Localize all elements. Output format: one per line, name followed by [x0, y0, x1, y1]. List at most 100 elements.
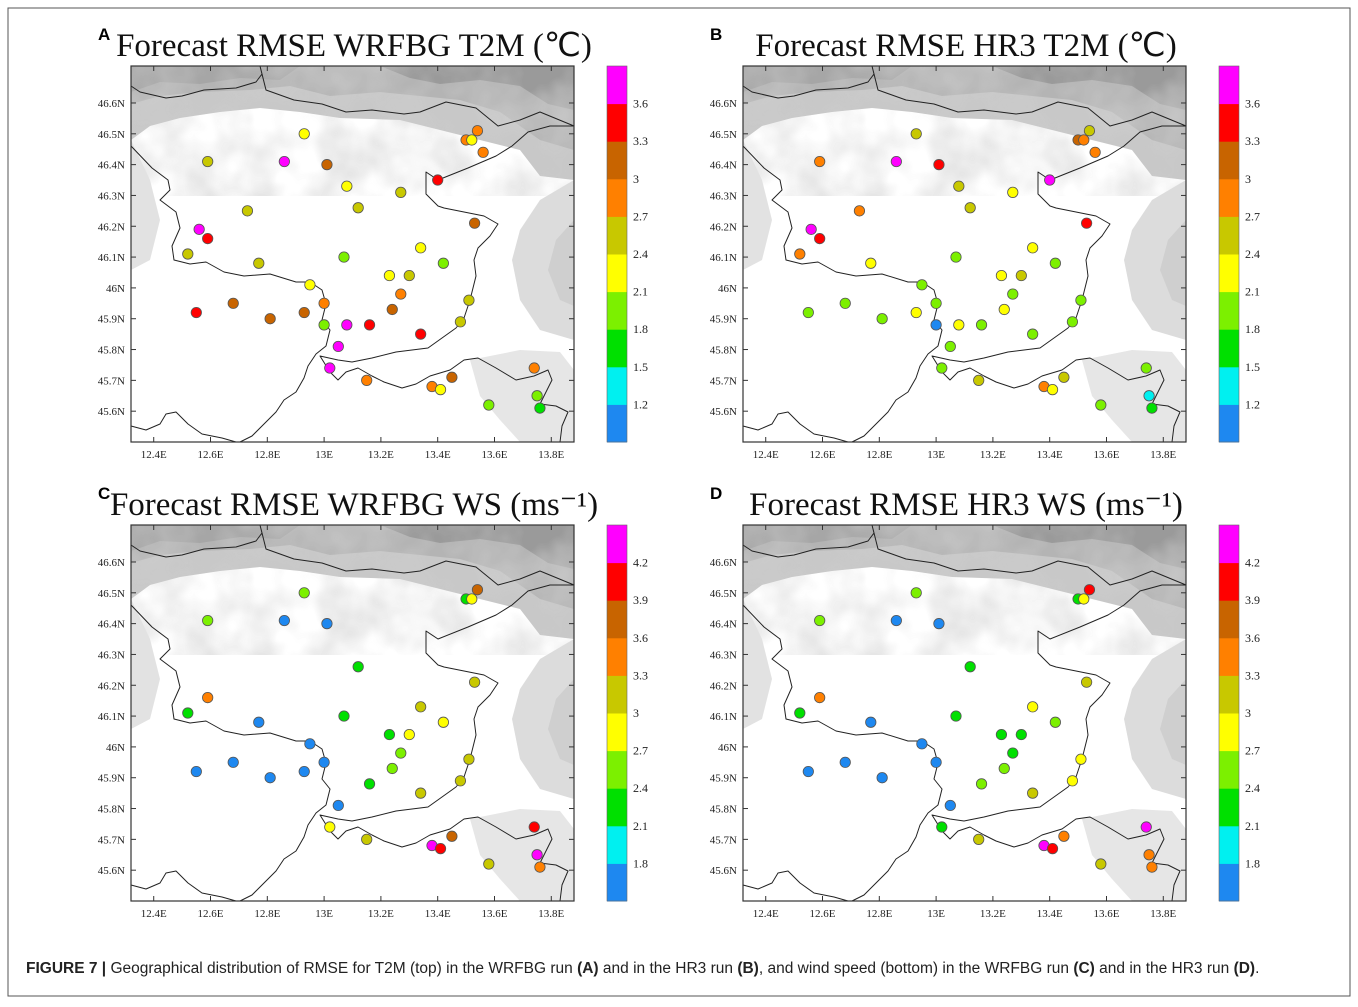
colorbar-label: 3.6 — [1245, 631, 1260, 645]
station-marker — [386, 762, 398, 775]
station-marker — [264, 772, 276, 784]
lon-tick-label: 12.8E — [866, 908, 892, 920]
panel-title: Forecast RMSE WRFBG WS (ms⁻¹) — [110, 487, 598, 523]
station-marker — [528, 821, 540, 833]
colorbar-label: 1.8 — [633, 856, 648, 870]
lat-tick-label: 46.5N — [710, 129, 737, 141]
colorbar: 1.2 1.5 1.8 2.1 2.4 2.7 3 3.3 3.6 — [1218, 65, 1260, 443]
station-marker — [1078, 593, 1090, 605]
station-marker — [182, 707, 194, 719]
station-marker — [995, 728, 1008, 741]
station-marker — [964, 661, 976, 673]
lat-tick-label: 45.9N — [710, 773, 737, 785]
lon-tick-label: 13E — [315, 449, 333, 461]
station-marker — [998, 762, 1010, 775]
panel-letter: A — [98, 25, 110, 44]
colorbar-swatch — [1219, 254, 1239, 293]
station-marker — [1075, 753, 1087, 765]
station-marker — [944, 340, 956, 353]
colorbar-label: 3.6 — [633, 631, 648, 645]
terrain-shading — [131, 66, 574, 442]
panel-title: Forecast RMSE HR3 WS (ms⁻¹) — [749, 487, 1183, 523]
colorbar-swatch — [607, 329, 627, 368]
lat-tick-label: 45.7N — [710, 834, 737, 846]
colorbar-swatch — [1219, 713, 1239, 752]
station-marker — [278, 614, 290, 627]
lat-tick-label: 46.4N — [98, 160, 125, 172]
colorbar-swatch — [1219, 637, 1239, 676]
station-marker — [1066, 316, 1079, 328]
station-marker — [324, 362, 336, 374]
colorbar-label: 3 — [1245, 172, 1251, 186]
colorbar-label: 2.4 — [1245, 247, 1260, 261]
station-marker — [839, 756, 851, 768]
colorbar-label: 1.5 — [633, 360, 648, 374]
colorbar-swatch — [607, 825, 627, 864]
colorbar-swatch — [607, 103, 627, 142]
station-marker — [1058, 371, 1070, 383]
lat-tick-label: 46.5N — [98, 129, 125, 141]
lat-tick-label: 45.7N — [710, 375, 737, 387]
station-marker — [352, 202, 364, 214]
lon-tick-label: 12.4E — [753, 449, 779, 461]
colorbar-frame — [606, 524, 628, 902]
lat-tick-label: 46.2N — [710, 221, 737, 233]
station-marker — [190, 306, 202, 319]
colorbar-swatch — [607, 750, 627, 789]
lat-tick-label: 45.9N — [710, 314, 737, 326]
colorbar-swatch — [1219, 178, 1239, 217]
lat-tick-label: 45.6N — [710, 865, 737, 877]
station-marker — [483, 858, 495, 870]
colorbar-label: 2.1 — [1245, 285, 1260, 299]
station-marker — [1081, 217, 1093, 229]
colorbar-label: 2.1 — [633, 819, 648, 833]
colorbar-label: 2.7 — [1245, 744, 1260, 758]
station-marker — [964, 202, 976, 214]
colorbar-label: 2.4 — [633, 781, 648, 795]
colorbar-swatch — [1219, 600, 1239, 639]
colorbar: 1.8 2.1 2.4 2.7 3 3.3 3.6 3.9 4.2 — [1218, 524, 1260, 902]
colorbar-swatch — [1219, 366, 1239, 405]
lon-tick-label: 13.2E — [980, 908, 1006, 920]
station-marker — [1027, 328, 1039, 340]
lat-tick-label: 46.3N — [98, 649, 125, 661]
station-marker — [469, 217, 481, 229]
lat-tick-label: 45.8N — [98, 345, 125, 357]
lat-tick-label: 46.3N — [710, 190, 737, 202]
station-marker — [930, 756, 942, 768]
colorbar-label: 3.9 — [1245, 593, 1260, 607]
colorbar-swatch — [1219, 66, 1239, 105]
station-marker — [415, 242, 427, 254]
colorbar-swatch — [1219, 825, 1239, 864]
station-marker — [876, 313, 888, 325]
lat-tick-label: 46.4N — [710, 619, 737, 631]
station-marker — [1081, 676, 1093, 688]
colorbar-label: 3 — [633, 172, 639, 186]
lon-tick-label: 13.2E — [368, 449, 394, 461]
station-marker — [1046, 384, 1059, 396]
station-marker — [264, 313, 276, 325]
station-marker — [403, 269, 415, 282]
terrain-shading — [131, 525, 574, 901]
lon-tick-label: 12.6E — [810, 908, 836, 920]
lat-tick-label: 46.4N — [98, 619, 125, 631]
colorbar-label: 3 — [633, 706, 639, 720]
lat-tick-label: 46.5N — [98, 588, 125, 600]
colorbar-swatch — [607, 675, 627, 714]
station-marker — [434, 843, 447, 855]
figure-border — [7, 7, 1351, 997]
station-marker — [916, 279, 928, 291]
station-marker — [933, 618, 945, 630]
station-marker — [1095, 399, 1107, 411]
lat-tick-label: 46.1N — [98, 252, 125, 264]
station-marker — [1015, 269, 1027, 282]
lon-tick-label: 12.4E — [141, 449, 167, 461]
station-marker — [1058, 830, 1070, 842]
lon-tick-label: 13.6E — [1093, 908, 1119, 920]
map-frame — [130, 65, 575, 443]
region-border — [130, 524, 575, 902]
station-marker — [1075, 294, 1087, 306]
colorbar-swatch — [1219, 750, 1239, 789]
